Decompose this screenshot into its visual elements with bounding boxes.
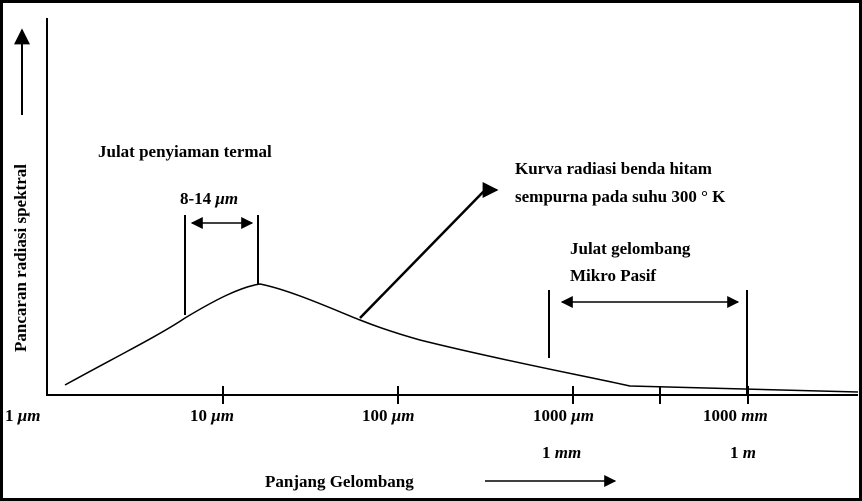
pointer	[359, 189, 486, 319]
x-sublabel: 1 mm	[542, 443, 581, 462]
x-label: 10 μm	[190, 406, 234, 425]
curve-note: Kurva radiasi benda hitam	[515, 159, 712, 178]
x-label: 1000 μm	[533, 406, 594, 425]
y-axis-label: Pancaran radiasi spektral	[11, 164, 30, 352]
curve-note: sempurna pada suhu 300 ° K	[515, 187, 726, 206]
x-axis-label: Panjang Gelombang	[265, 472, 414, 491]
x-labels: 1 μm 10 μm 100 μm 1000 μm 1000 mm 1 mm 1…	[5, 406, 768, 462]
x-sublabel: 1 m	[730, 443, 756, 462]
x-label: 100 μm	[362, 406, 414, 425]
thermal-title: Julat penyiaman termal	[98, 142, 272, 161]
microwave-title: Mikro Pasif	[570, 266, 656, 285]
x-label: 1000 mm	[703, 406, 768, 425]
thermal-range: 8-14 μm	[180, 189, 238, 208]
curve	[64, 283, 859, 393]
microwave-title: Julat gelombang	[570, 239, 691, 258]
x-label: 1 μm	[5, 406, 40, 425]
